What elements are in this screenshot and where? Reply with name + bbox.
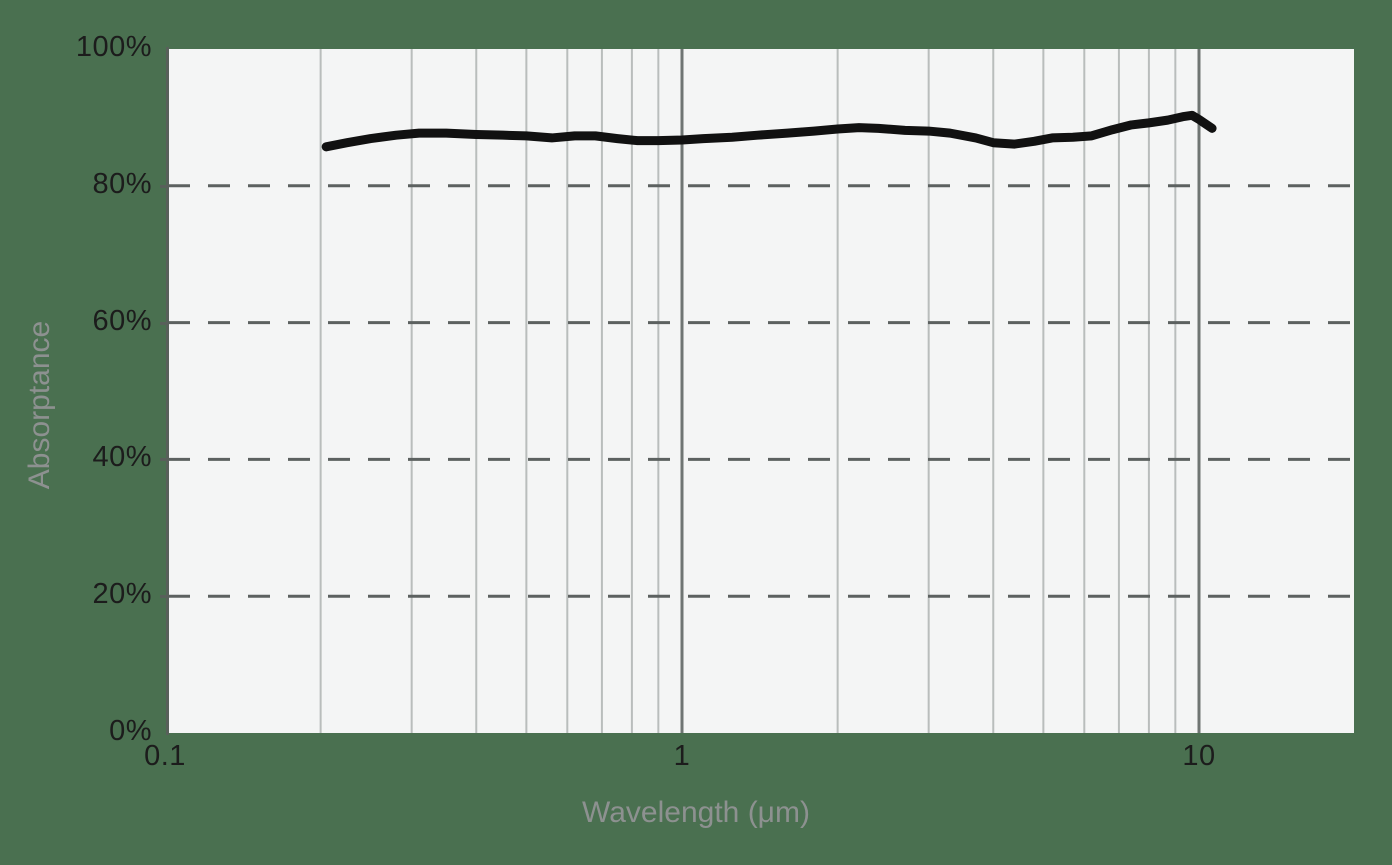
y-tick-label: 80% xyxy=(92,167,152,200)
x-axis-title: Wavelength (μm) xyxy=(582,796,810,829)
y-tick-mark xyxy=(160,184,169,188)
x-tick-label: 1 xyxy=(673,740,691,772)
y-tick-label: 40% xyxy=(92,441,152,474)
y-tick-label-group: 100% 80% 60% 40% 20% 0% xyxy=(0,0,152,865)
y-tick-label: 0% xyxy=(109,715,152,747)
y-axis-line xyxy=(166,47,169,735)
y-tick-label: 100% xyxy=(75,31,152,63)
y-tick-mark xyxy=(160,595,169,599)
plot-area xyxy=(168,49,1354,733)
y-tick-mark xyxy=(160,321,169,325)
y-tick-mark xyxy=(160,458,169,462)
x-tick-label: 0.1 xyxy=(144,740,186,772)
plot-canvas xyxy=(168,49,1354,733)
x-tick-label: 10 xyxy=(1182,740,1216,772)
y-tick-label: 60% xyxy=(92,304,152,337)
y-axis-title: Absorptance xyxy=(23,320,56,490)
y-tick-label: 20% xyxy=(92,578,152,611)
data-series-line xyxy=(321,110,1217,152)
